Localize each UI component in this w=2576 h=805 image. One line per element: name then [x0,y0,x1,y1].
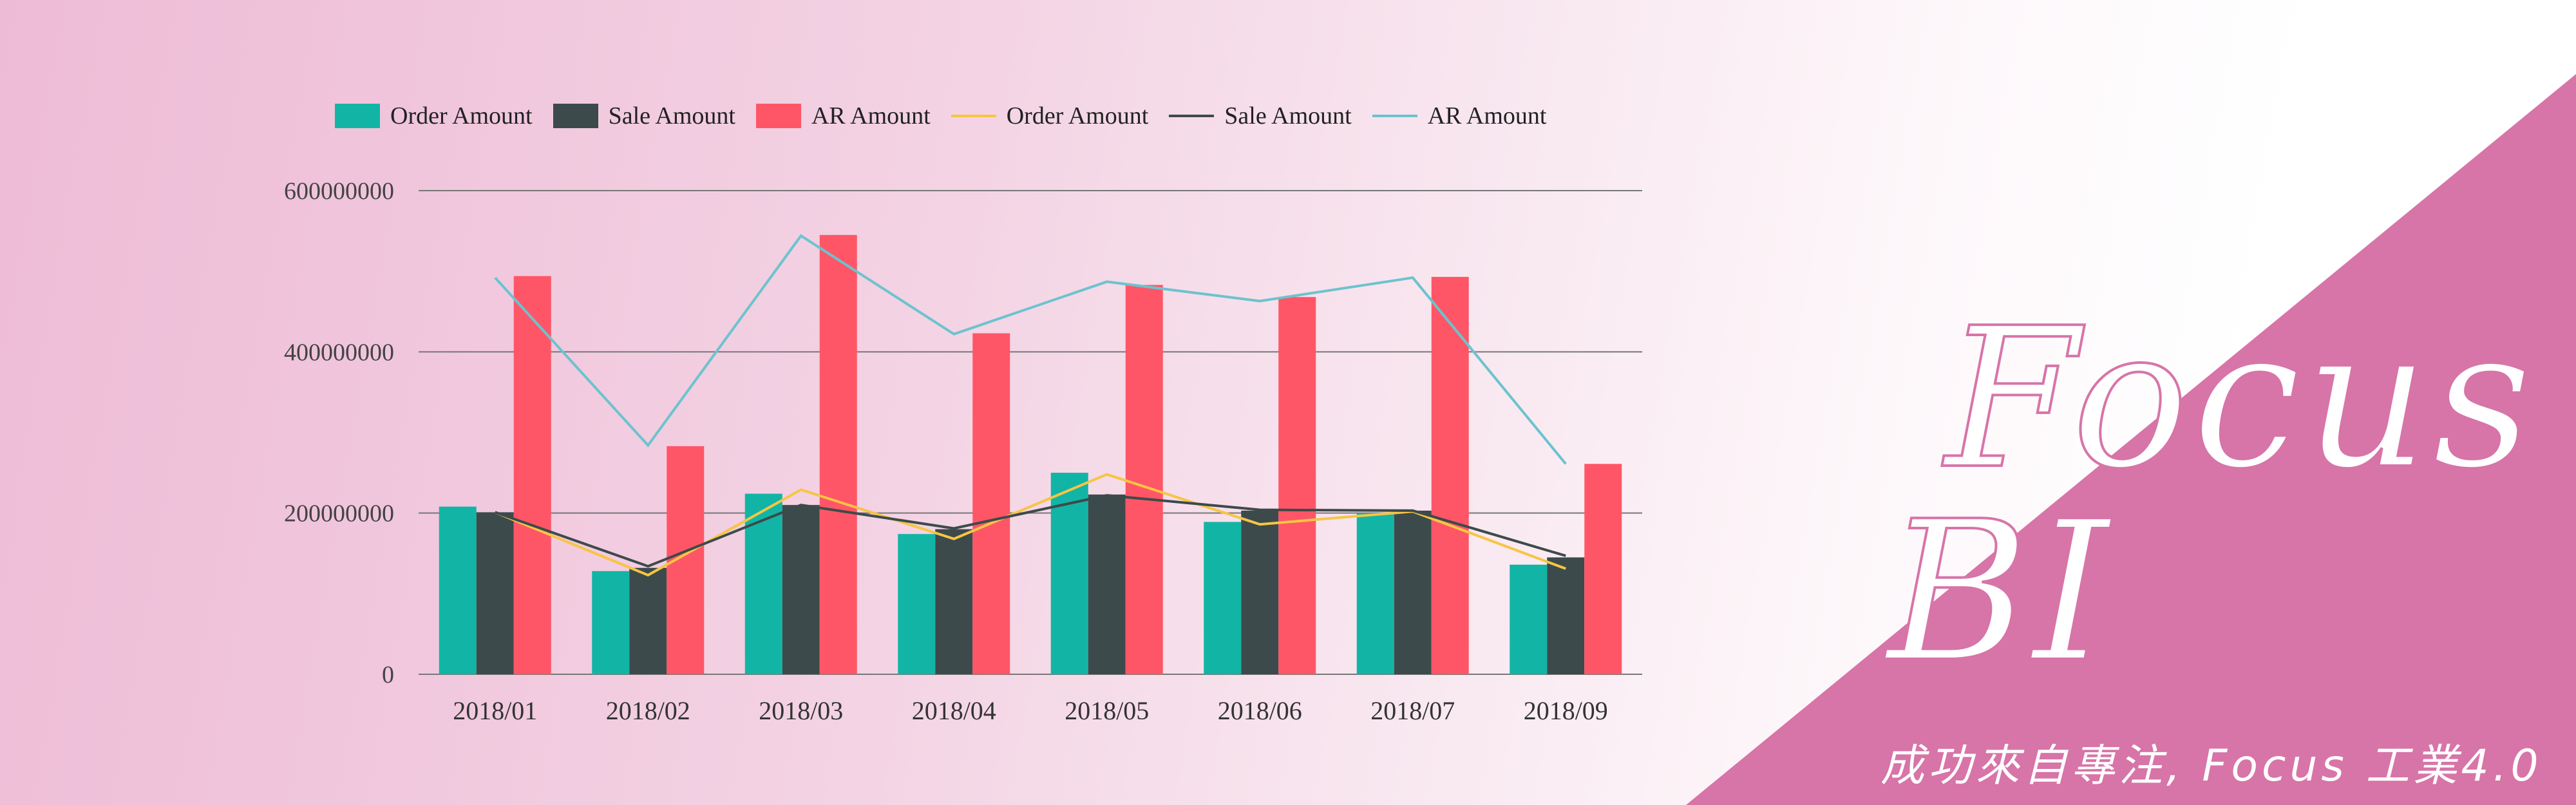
series-line [495,494,1566,568]
legend-item: AR Amount [1372,102,1547,130]
brand-focus-text: Focus [1944,287,2536,511]
x-tick-label: 2018/03 [759,696,843,725]
legend-item: Sale Amount [553,102,735,130]
x-tick-label: 2018/06 [1218,696,1302,725]
bar [1125,285,1163,674]
bar [819,234,857,674]
bar [592,571,630,674]
bar [898,534,936,674]
bar [1241,510,1279,674]
bar [1510,564,1548,674]
bar [1584,464,1622,674]
legend-swatch [1169,115,1215,117]
legend-swatch [1372,115,1417,117]
x-tick-label: 2018/04 [912,696,996,725]
bar [1278,297,1316,675]
bar [1356,513,1394,674]
bar [935,529,973,674]
bar [1204,522,1242,674]
legend-swatch [335,104,380,128]
y-tick-label: 400000000 [284,339,394,366]
y-tick-label: 200000000 [284,500,394,527]
x-tick-label: 2018/05 [1065,696,1149,725]
legend-swatch [553,104,598,128]
bar [1547,557,1585,674]
series-line [494,234,1567,465]
legend-item: Order Amount [335,102,533,130]
legend-item: Sale Amount [1169,102,1352,130]
legend-swatch [755,104,801,128]
legend-label: Order Amount [1006,102,1149,129]
bar [972,333,1010,674]
legend-label: Sale Amount [1224,102,1352,129]
bar [782,505,820,674]
x-tick-label: 2018/02 [606,696,690,725]
legend-item: AR Amount [755,102,931,130]
bar [513,276,551,675]
legend-label: Sale Amount [608,102,735,129]
x-tick-label: 2018/07 [1370,696,1455,725]
x-tick-label: 2018/01 [453,696,537,725]
legend-label: AR Amount [1427,102,1547,129]
x-tick-label: 2018/09 [1524,696,1608,725]
bar [1431,276,1469,674]
chart-legend: Order Amount Sale Amount AR Amount Order Am… [335,97,1567,135]
brand-bi-text: BI [1886,480,2113,705]
bar [1088,494,1126,674]
legend-label: AR Amount [811,102,931,129]
legend-swatch [951,115,996,117]
y-tick-label: 600000000 [284,178,394,205]
bar [476,512,514,674]
y-tick-label: 0 [382,661,394,688]
bar [439,506,477,674]
legend-item: Order Amount [951,102,1149,130]
bar [629,567,667,674]
bar [1394,510,1432,674]
brand-slogan: 成功來自專注, Focus 工業4.0 [1880,741,2543,791]
series-line [494,473,1566,577]
legend-label: Order Amount [390,102,533,129]
